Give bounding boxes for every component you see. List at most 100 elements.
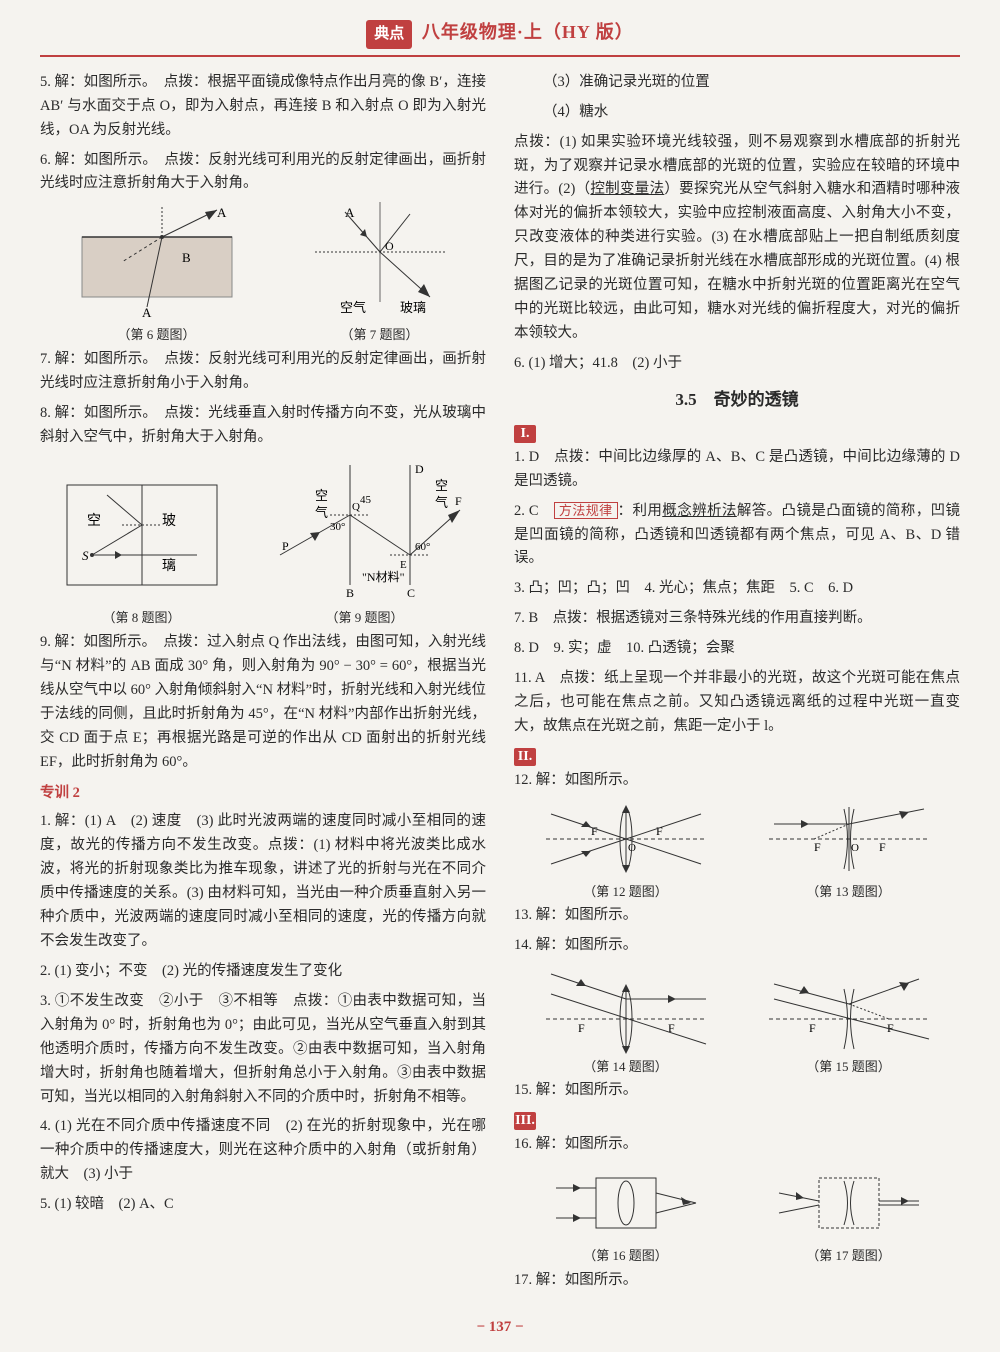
- page-root: 典点 八年级物理·上（HY 版） 5. 解：如图所示。 点拨：根据平面镜成像特点…: [0, 0, 1000, 1319]
- q5: 5. 解：如图所示。 点拨：根据平面镜成像特点作出月亮的像 B′，连接 AB′ …: [40, 71, 486, 143]
- svg-text:B: B: [346, 586, 354, 600]
- s16: 16. 解：如图所示。: [514, 1133, 960, 1157]
- fig-row-14-15: F F （第 14 题图） F: [514, 964, 960, 1077]
- two-columns: 5. 解：如图所示。 点拨：根据平面镜成像特点作出月亮的像 B′，连接 AB′ …: [40, 71, 960, 1299]
- fig9: 空 气 空 气 P Q 30° 45 E 60°: [260, 455, 470, 628]
- svg-text:F: F: [578, 1021, 585, 1035]
- fig6-A: A: [217, 205, 227, 220]
- s13: 13. 解：如图所示。: [514, 904, 960, 928]
- s3: 3. 凸；凹；凸；凹 4. 光心；焦点；焦距 5. C 6. D: [514, 577, 960, 601]
- s2-box: 方法规律: [554, 502, 618, 519]
- r-hint-boxed: 控制变量法: [590, 181, 664, 197]
- svg-text:气: 气: [435, 495, 448, 510]
- s2b: ：利用: [618, 503, 663, 519]
- svg-text:S: S: [82, 548, 89, 563]
- svg-text:F: F: [814, 840, 821, 854]
- s8: 8. D 9. 实；虚 10. 凸透镜；会聚: [514, 637, 960, 661]
- q8: 8. 解：如图所示。 点拨：光线垂直入射时传播方向不变，光从玻璃中斜射入空气中，…: [40, 402, 486, 450]
- roman-I-box: I.: [514, 425, 536, 443]
- s14: 14. 解：如图所示。: [514, 934, 960, 958]
- fig7: A O 空气 玻璃 （第 7 题图）: [305, 202, 455, 345]
- fig17: （第 17 题图）: [769, 1163, 929, 1266]
- svg-text:F: F: [809, 1021, 816, 1035]
- fig6-caption: （第 6 题图）: [72, 324, 242, 345]
- svg-text:空气: 空气: [340, 300, 366, 315]
- fig-row-16-17: （第 16 题图） （第 17 题图）: [514, 1163, 960, 1266]
- svg-text:B: B: [182, 250, 191, 265]
- right-column: （3）准确记录光斑的位置 （4）糖水 点拨：(1) 如果实验环境光线较强，则不易…: [514, 71, 960, 1299]
- r3: （3）准确记录光斑的位置: [514, 71, 960, 95]
- t1: 1. 解：(1) A (2) 速度 (3) 此时光波两端的速度同时减小至相同的速…: [40, 810, 486, 954]
- s12: 12. 解：如图所示。: [514, 769, 960, 793]
- fig16-caption: （第 16 题图）: [546, 1245, 706, 1266]
- svg-text:45: 45: [360, 494, 372, 506]
- left-column: 5. 解：如图所示。 点拨：根据平面镜成像特点作出月亮的像 B′，连接 AB′ …: [40, 71, 486, 1299]
- t2: 2. (1) 变小；不变 (2) 光的传播速度发生了变化: [40, 960, 486, 984]
- page-header: 典点 八年级物理·上（HY 版）: [40, 18, 960, 57]
- s2: 2. C 方法规律：利用概念辨析法解答。凸镜是凸面镜的简称，凹镜是凹面镜的简称，…: [514, 500, 960, 572]
- header-title: 八年级物理·上（HY 版）: [422, 22, 634, 42]
- fig8-caption: （第 8 题图）: [57, 607, 227, 628]
- section-3-5: 3.5 奇妙的透镜: [514, 386, 960, 414]
- roman-II: II.: [514, 745, 960, 769]
- fig14: F F （第 14 题图）: [536, 964, 716, 1077]
- svg-text:C: C: [407, 586, 415, 600]
- fig12: F F O （第 12 题图）: [536, 799, 716, 902]
- svg-text:A: A: [142, 305, 152, 320]
- svg-text:O: O: [628, 842, 636, 854]
- t5: 5. (1) 较暗 (2) A、C: [40, 1193, 486, 1217]
- fig6: A B A （第 6 题图）: [72, 202, 242, 345]
- fig9-caption: （第 9 题图）: [260, 607, 470, 628]
- svg-text:"N材料": "N材料": [362, 570, 405, 584]
- svg-text:P: P: [282, 539, 289, 553]
- s11: 11. A 点拨：纸上呈现一个并非最小的光斑，故这个光斑可能在焦点之后，也可能在…: [514, 667, 960, 739]
- svg-text:空: 空: [87, 513, 101, 529]
- svg-text:气: 气: [315, 505, 328, 520]
- svg-text:玻: 玻: [162, 513, 176, 529]
- svg-text:O: O: [385, 239, 394, 253]
- s17: 17. 解：如图所示。: [514, 1269, 960, 1293]
- fig15-caption: （第 15 题图）: [759, 1056, 939, 1077]
- svg-text:F: F: [879, 840, 886, 854]
- q6: 6. 解：如图所示。 点拨：反射光线可利用光的反射定律画出，画折射光线时应注意折…: [40, 149, 486, 197]
- page-number: − 137 −: [0, 1315, 1000, 1340]
- s1: 1. D 点拨：中间比边缘厚的 A、B、C 是凸透镜，中间比边缘薄的 D 是凹透…: [514, 446, 960, 494]
- svg-text:玻璃: 玻璃: [400, 300, 426, 315]
- svg-text:30°: 30°: [330, 521, 345, 533]
- fig-row-12-13: F F O （第 12 题图）: [514, 799, 960, 902]
- roman-I: I.: [514, 422, 960, 446]
- r-hint-b: ）要探究光从空气斜射入糖水和酒精时哪种液体对光的偏折本领较大，实验中应控制液面高…: [514, 181, 960, 341]
- fig7-caption: （第 7 题图）: [305, 324, 455, 345]
- svg-text:F: F: [455, 494, 462, 508]
- fig15: F F （第 15 题图）: [759, 964, 939, 1077]
- r-hint: 点拨：(1) 如果实验环境光线较强，则不易观察到水槽底部的折射光斑，为了观察并记…: [514, 131, 960, 346]
- fig12-caption: （第 12 题图）: [536, 881, 716, 902]
- roman-II-box: II.: [514, 748, 536, 766]
- roman-III-box: III.: [514, 1112, 536, 1130]
- s7: 7. B 点拨：根据透镜对三条特殊光线的作用直接判断。: [514, 607, 960, 631]
- svg-text:璃: 璃: [162, 557, 176, 574]
- r6: 6. (1) 增大；41.8 (2) 小于: [514, 352, 960, 376]
- s2a: 2. C: [514, 503, 554, 519]
- fig-row-6-7: A B A （第 6 题图）: [40, 202, 486, 345]
- fig16: （第 16 题图）: [546, 1163, 706, 1266]
- q7: 7. 解：如图所示。 点拨：反射光线可利用光的反射定律画出，画折射光线时应注意折…: [40, 348, 486, 396]
- svg-text:O: O: [851, 842, 859, 854]
- r4: （4）糖水: [514, 101, 960, 125]
- fig-row-8-9: 空 玻 璃 S （第 8 题图）: [40, 455, 486, 628]
- svg-text:F: F: [656, 824, 663, 838]
- svg-text:F: F: [591, 824, 598, 838]
- s15: 15. 解：如图所示。: [514, 1079, 960, 1103]
- svg-text:D: D: [415, 462, 424, 476]
- t3: 3. ①不发生改变 ②小于 ③不相等 点拨：①由表中数据可知，当入射角为 0° …: [40, 990, 486, 1110]
- roman-III: III.: [514, 1109, 960, 1133]
- svg-text:60°: 60°: [415, 541, 430, 553]
- header-logo: 典点: [366, 20, 412, 49]
- q9: 9. 解：如图所示。 点拨：过入射点 Q 作出法线，由图可知，入射光线与“N 材…: [40, 631, 486, 775]
- fig17-caption: （第 17 题图）: [769, 1245, 929, 1266]
- t4: 4. (1) 光在不同介质中传播速度不同 (2) 在光的折射现象中，光在哪一种介…: [40, 1115, 486, 1187]
- svg-text:Q: Q: [352, 501, 360, 513]
- fig8: 空 玻 璃 S （第 8 题图）: [57, 475, 227, 628]
- train2-header: 专训 2: [40, 782, 486, 806]
- svg-text:空: 空: [435, 478, 448, 493]
